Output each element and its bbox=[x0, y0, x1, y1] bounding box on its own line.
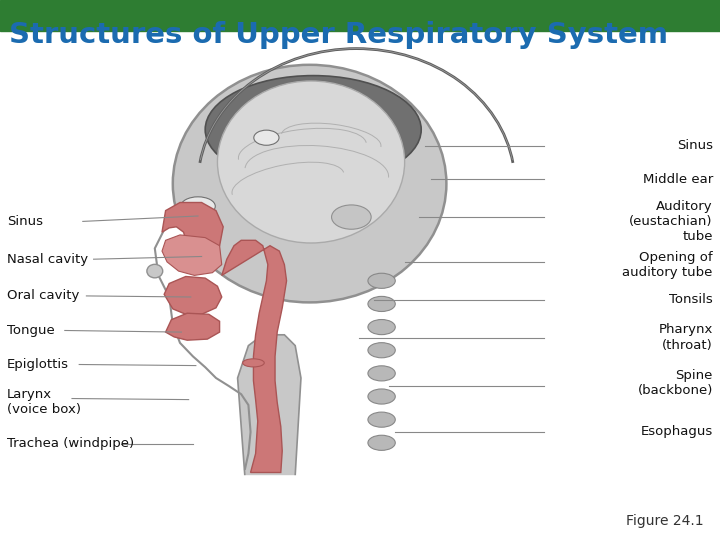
Text: Trachea (windpipe): Trachea (windpipe) bbox=[7, 437, 135, 450]
Ellipse shape bbox=[181, 197, 215, 215]
Text: Oral cavity: Oral cavity bbox=[7, 289, 80, 302]
Bar bbox=[58, 70, 576, 486]
Ellipse shape bbox=[243, 359, 264, 367]
Ellipse shape bbox=[205, 76, 421, 184]
Text: Spine
(backbone): Spine (backbone) bbox=[637, 369, 713, 397]
Ellipse shape bbox=[147, 264, 163, 278]
Ellipse shape bbox=[368, 273, 395, 288]
Text: Middle ear: Middle ear bbox=[642, 173, 713, 186]
Ellipse shape bbox=[368, 435, 395, 450]
Ellipse shape bbox=[331, 205, 372, 229]
PathPatch shape bbox=[166, 313, 220, 340]
Ellipse shape bbox=[368, 296, 395, 312]
PathPatch shape bbox=[222, 240, 287, 472]
PathPatch shape bbox=[162, 235, 222, 275]
Text: Pharynx
(throat): Pharynx (throat) bbox=[658, 323, 713, 352]
Text: Figure 24.1: Figure 24.1 bbox=[626, 514, 704, 528]
Ellipse shape bbox=[217, 81, 405, 243]
Text: Larynx
(voice box): Larynx (voice box) bbox=[7, 388, 81, 416]
PathPatch shape bbox=[162, 202, 223, 254]
Ellipse shape bbox=[173, 65, 446, 302]
Text: Structures of Upper Respiratory System: Structures of Upper Respiratory System bbox=[9, 21, 667, 49]
Text: Auditory
(eustachian)
tube: Auditory (eustachian) tube bbox=[629, 200, 713, 243]
Ellipse shape bbox=[368, 320, 395, 335]
Text: Nasal cavity: Nasal cavity bbox=[7, 253, 89, 266]
PathPatch shape bbox=[164, 276, 222, 314]
Ellipse shape bbox=[368, 389, 395, 404]
Text: Tonsils: Tonsils bbox=[669, 293, 713, 306]
Text: Tongue: Tongue bbox=[7, 324, 55, 337]
Ellipse shape bbox=[368, 412, 395, 427]
Ellipse shape bbox=[368, 343, 395, 358]
Ellipse shape bbox=[368, 366, 395, 381]
Text: Sinus: Sinus bbox=[7, 215, 43, 228]
PathPatch shape bbox=[238, 335, 301, 475]
Ellipse shape bbox=[253, 130, 279, 145]
Text: Epiglottis: Epiglottis bbox=[7, 358, 69, 371]
Text: Esophagus: Esophagus bbox=[641, 426, 713, 438]
Text: Opening of
auditory tube: Opening of auditory tube bbox=[622, 251, 713, 279]
Bar bbox=[0, 0, 720, 31]
Text: Sinus: Sinus bbox=[677, 139, 713, 152]
